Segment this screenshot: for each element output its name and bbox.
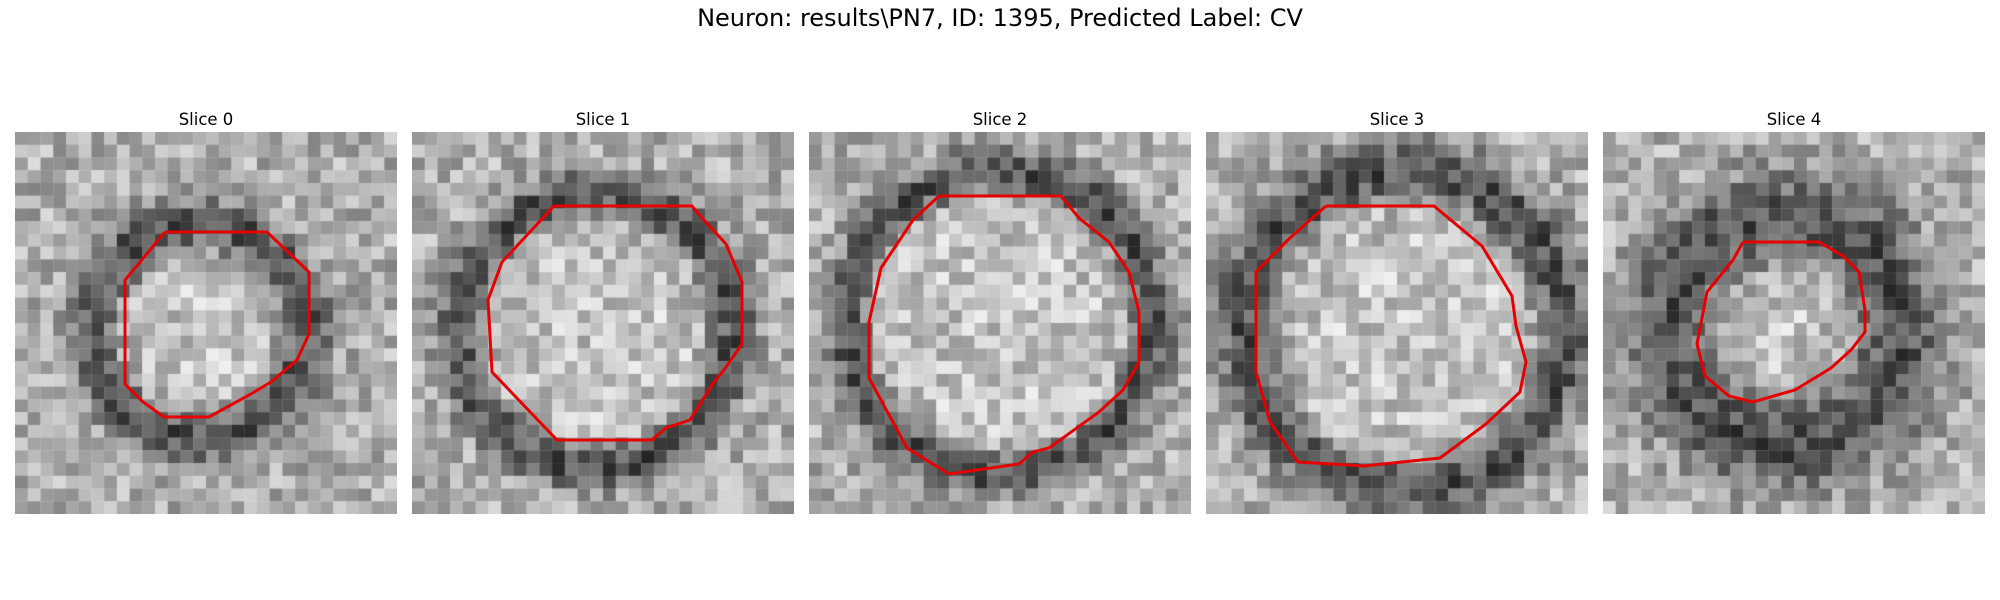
segmentation-contour (867, 194, 1141, 476)
slice-image (1206, 132, 1588, 514)
slice-title: Slice 4 (1766, 110, 1822, 129)
segmentation-contour (486, 204, 744, 442)
slice-image (412, 132, 794, 514)
slice-panel-4: Slice 4 (1603, 108, 1985, 514)
segmentation-contour (123, 230, 311, 419)
slice-title: Slice 2 (972, 110, 1028, 129)
segmentation-contour (1254, 204, 1528, 468)
slice-panel-3: Slice 3 (1206, 108, 1588, 514)
slice-title: Slice 1 (575, 110, 631, 129)
slice-title: Slice 3 (1369, 110, 1425, 129)
slice-panel-2: Slice 2 (809, 108, 1191, 514)
slice-panel-0: Slice 0 (15, 108, 397, 514)
slice-image (1603, 132, 1985, 514)
segmentation-contour (1695, 240, 1867, 404)
figure-title: Neuron: results\PN7, ID: 1395, Predicted… (697, 4, 1303, 32)
slice-image (15, 132, 397, 514)
slice-panel-1: Slice 1 (412, 108, 794, 514)
slice-title: Slice 0 (178, 110, 234, 129)
